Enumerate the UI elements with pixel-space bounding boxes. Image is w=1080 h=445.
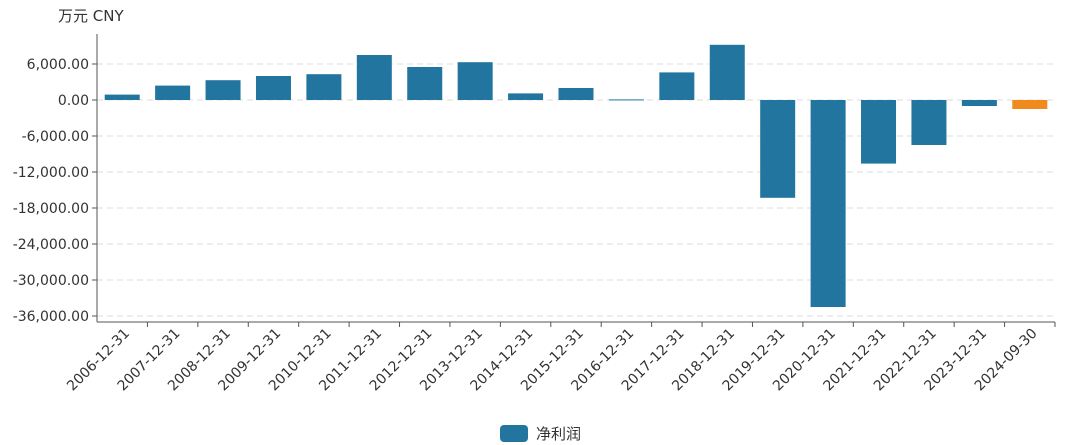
bar-2008-12-31[interactable] xyxy=(205,80,241,100)
y-tick-label: -18,000.00 xyxy=(13,201,89,217)
bar-2013-12-31[interactable] xyxy=(457,62,493,100)
bar-2021-12-31[interactable] xyxy=(861,100,897,164)
y-tick-label: -30,000.00 xyxy=(13,273,89,289)
bar-2023-12-31[interactable] xyxy=(961,100,997,106)
bar-2009-12-31[interactable] xyxy=(255,76,291,100)
bars xyxy=(104,44,1048,307)
y-tick-label: -36,000.00 xyxy=(13,309,89,325)
bar-2017-12-31[interactable] xyxy=(659,72,695,100)
y-axis-unit-label: 万元 CNY xyxy=(58,7,124,25)
axes xyxy=(92,34,1056,327)
bar-2014-12-31[interactable] xyxy=(508,93,544,100)
bar-2015-12-31[interactable] xyxy=(558,88,594,100)
bar-2006-12-31[interactable] xyxy=(104,94,140,100)
bar-2022-12-31[interactable] xyxy=(911,100,947,145)
bar-2007-12-31[interactable] xyxy=(155,85,191,100)
bar-2018-12-31[interactable] xyxy=(709,44,745,100)
bar-2020-12-31[interactable] xyxy=(810,100,846,307)
legend-label: 净利润 xyxy=(536,425,582,443)
bar-2012-12-31[interactable] xyxy=(407,67,443,100)
bar-2010-12-31[interactable] xyxy=(306,74,342,100)
legend[interactable]: 净利润 xyxy=(500,423,581,444)
y-tick-label: -24,000.00 xyxy=(13,237,89,253)
legend-swatch xyxy=(500,425,528,442)
x-tick-labels: 2006-12-312007-12-312008-12-312009-12-31… xyxy=(64,326,1040,395)
y-tick-label: -6,000.00 xyxy=(22,129,89,145)
y-tick-label: 6,000.00 xyxy=(27,57,89,73)
grid-lines xyxy=(97,63,1055,317)
bar-2024-09-30[interactable] xyxy=(1012,100,1048,109)
y-tick-label: 0.00 xyxy=(58,93,89,109)
bar-2016-12-31[interactable] xyxy=(608,99,644,101)
bar-2019-12-31[interactable] xyxy=(760,100,796,198)
y-tick-labels: 6,000.00 0.00 -6,000.00 -12,000.00 -18,000.0… xyxy=(13,57,89,325)
y-tick-label: -12,000.00 xyxy=(13,165,89,181)
bar-2011-12-31[interactable] xyxy=(356,55,392,100)
